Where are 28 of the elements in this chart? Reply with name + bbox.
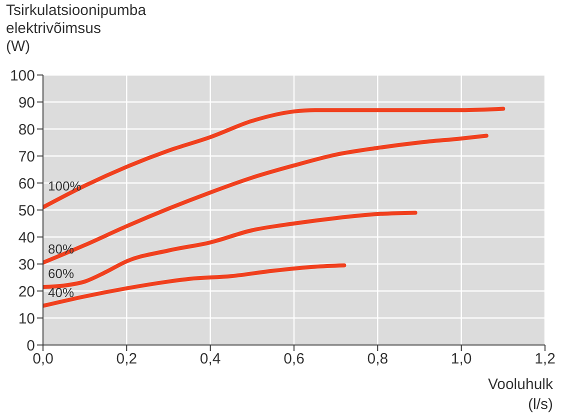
x-axis-title: Vooluhulk (l/s) <box>488 375 553 415</box>
y-tick-label: 60 <box>18 175 35 192</box>
y-axis-title: Tsirkulatsioonipumba elektrivõimsus (W) <box>6 2 148 56</box>
x-tick-label: 1,2 <box>534 350 556 368</box>
y-tick-label: 100 <box>10 67 35 84</box>
x-tick-label: 0,6 <box>284 350 304 368</box>
line-series <box>43 134 488 265</box>
y-tick-label: 80 <box>18 121 35 138</box>
y-tick-label: 90 <box>18 94 35 112</box>
x-tick-label: 0,8 <box>367 350 388 368</box>
y-tick-label: 30 <box>18 256 35 274</box>
x-tick-label: 0,0 <box>32 350 54 368</box>
y-tick-label: 20 <box>18 283 35 300</box>
x-tick-label: 1,0 <box>450 350 472 368</box>
line-series <box>43 106 506 210</box>
x-tick-label: 0,4 <box>200 350 221 368</box>
y-tick-label: 10 <box>18 310 35 328</box>
series-label: 100% <box>48 178 82 194</box>
line-series <box>43 263 346 308</box>
y-tick-label: 50 <box>18 202 35 220</box>
y-tick-label: 40 <box>18 229 35 246</box>
x-tick-label: 0,2 <box>116 350 138 368</box>
series-label: 40% <box>48 284 74 300</box>
y-tick-label: 0 <box>26 337 35 354</box>
series-label: 60% <box>48 266 74 281</box>
series-label: 80% <box>48 242 74 257</box>
line-series <box>43 210 418 289</box>
y-tick-label: 70 <box>18 148 35 166</box>
